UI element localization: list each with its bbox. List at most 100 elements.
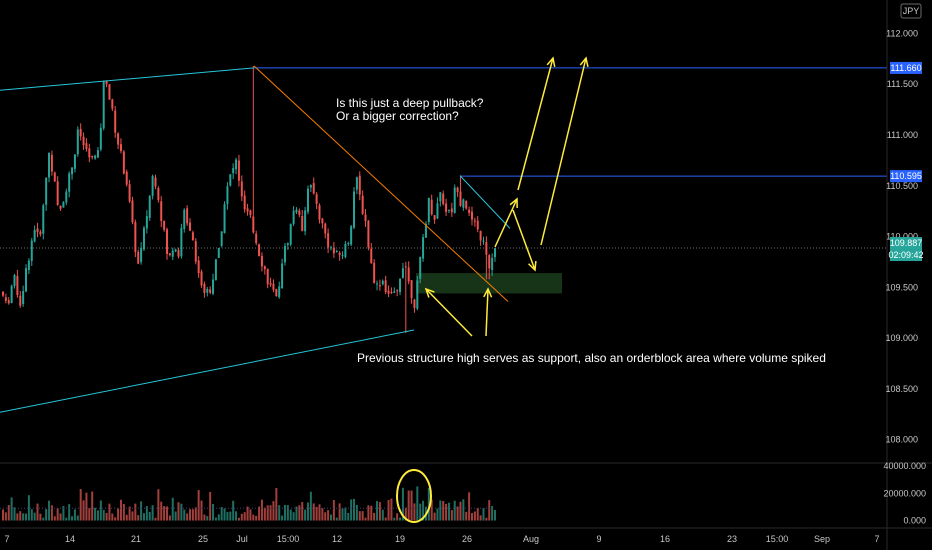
volume-bar	[373, 512, 376, 521]
candle-body	[206, 289, 209, 293]
candle-body	[171, 250, 174, 257]
volume-bar	[413, 503, 416, 521]
volume-bar	[275, 487, 278, 521]
candle-body	[419, 257, 422, 279]
volume-axis[interactable]: 40000.000 20000.000 0.000	[883, 461, 926, 526]
volume-bar	[344, 507, 347, 521]
candle-body	[220, 231, 223, 246]
candle-body	[295, 209, 298, 213]
candle-body	[479, 230, 482, 241]
price-tick-label: 109.500	[885, 282, 918, 292]
volume-bar	[42, 517, 45, 521]
candle-body	[301, 215, 304, 231]
candle-body	[177, 250, 180, 257]
candle-body	[436, 203, 439, 219]
volume-bar	[399, 517, 402, 521]
price-tag-label: 02:09:42	[888, 250, 923, 260]
volume-bar	[494, 509, 496, 521]
volume-bar	[338, 503, 341, 521]
price-axis[interactable]: 112.000 111.500 111.000 110.500 110.000 109.5…	[885, 28, 918, 444]
volume-bar	[134, 503, 137, 521]
candle-body	[134, 221, 137, 253]
candle-body	[258, 244, 261, 256]
candle-body	[168, 253, 171, 255]
candle-body	[442, 193, 445, 205]
volume-bar	[427, 487, 430, 521]
volume-bar	[4, 512, 7, 521]
volume-bar	[220, 507, 223, 521]
candle-body	[200, 271, 203, 286]
volume-bar	[237, 517, 240, 521]
candle-body	[376, 283, 379, 285]
candle-body	[39, 231, 42, 235]
annotation-arrows	[424, 56, 589, 337]
candle-body	[142, 227, 145, 250]
candle-body	[56, 181, 59, 205]
volume-bar	[45, 509, 48, 521]
candle-body	[315, 194, 318, 204]
time-tick-label: 25	[198, 534, 208, 544]
volume-bar	[117, 508, 120, 521]
volume-bar	[321, 508, 324, 521]
candle-body	[36, 228, 39, 232]
volume-bar	[36, 503, 39, 521]
candle-body	[154, 177, 157, 187]
candle-body	[237, 160, 240, 181]
candle-body	[214, 259, 217, 280]
candle-body	[183, 209, 186, 229]
arrow-shaft	[512, 209, 536, 271]
time-axis[interactable]: 7 14 21 25 Jul 15:00 12 19 26 Aug 9 16 23 15:00 Sep 7	[4, 534, 879, 544]
time-tick-label: 15:00	[766, 534, 789, 544]
volume-bar	[62, 505, 65, 521]
candle-body	[393, 291, 396, 293]
volume-bar	[19, 511, 22, 521]
currency-label: JPY	[903, 6, 920, 16]
candle-body	[166, 229, 168, 254]
volume-bar	[16, 513, 19, 521]
volume-bar	[439, 500, 442, 521]
candle-body	[33, 229, 36, 242]
candle-body	[390, 292, 393, 294]
volume-bar	[260, 499, 263, 521]
candle-body	[16, 275, 19, 296]
currency-badge[interactable]: JPY	[900, 3, 922, 19]
candle-body	[71, 167, 74, 175]
price-tag-bg	[890, 61, 922, 74]
candle-body	[48, 152, 51, 178]
candle-body	[140, 247, 143, 262]
volume-bar	[318, 504, 321, 521]
volume-bar	[50, 505, 53, 521]
volume-bar	[125, 514, 128, 521]
price-tick-label: 110.500	[886, 181, 918, 191]
candle-body	[378, 285, 381, 287]
volume-bar	[341, 508, 344, 521]
candle-body	[68, 173, 71, 192]
volume-bar	[304, 509, 307, 521]
volume-bar	[168, 515, 171, 521]
candle-body	[53, 172, 56, 182]
volume-bar	[59, 513, 62, 521]
candle-body	[65, 191, 68, 203]
volume-bar	[189, 509, 192, 521]
volume-bar	[246, 506, 249, 521]
volume-bar	[142, 513, 145, 521]
price-tick-label: 108.000	[885, 435, 918, 445]
volume-bar	[177, 502, 180, 521]
trendline	[0, 67, 255, 91]
candle-body	[105, 81, 108, 85]
trendline	[253, 65, 509, 302]
volume-bar	[226, 512, 229, 521]
volume-bar	[229, 511, 232, 521]
candle-body	[229, 174, 232, 186]
volume-bar	[470, 513, 473, 521]
candle-body	[278, 286, 281, 298]
volume-tick-label: 20000.000	[883, 488, 926, 498]
currency-badge-frame	[900, 3, 922, 19]
volume-bar	[430, 499, 433, 521]
price-tag-label: 111.660	[890, 63, 921, 73]
volume-bar	[479, 515, 482, 521]
trend-drawings	[0, 65, 511, 523]
candle-body	[430, 199, 433, 215]
price-candles	[2, 65, 496, 334]
